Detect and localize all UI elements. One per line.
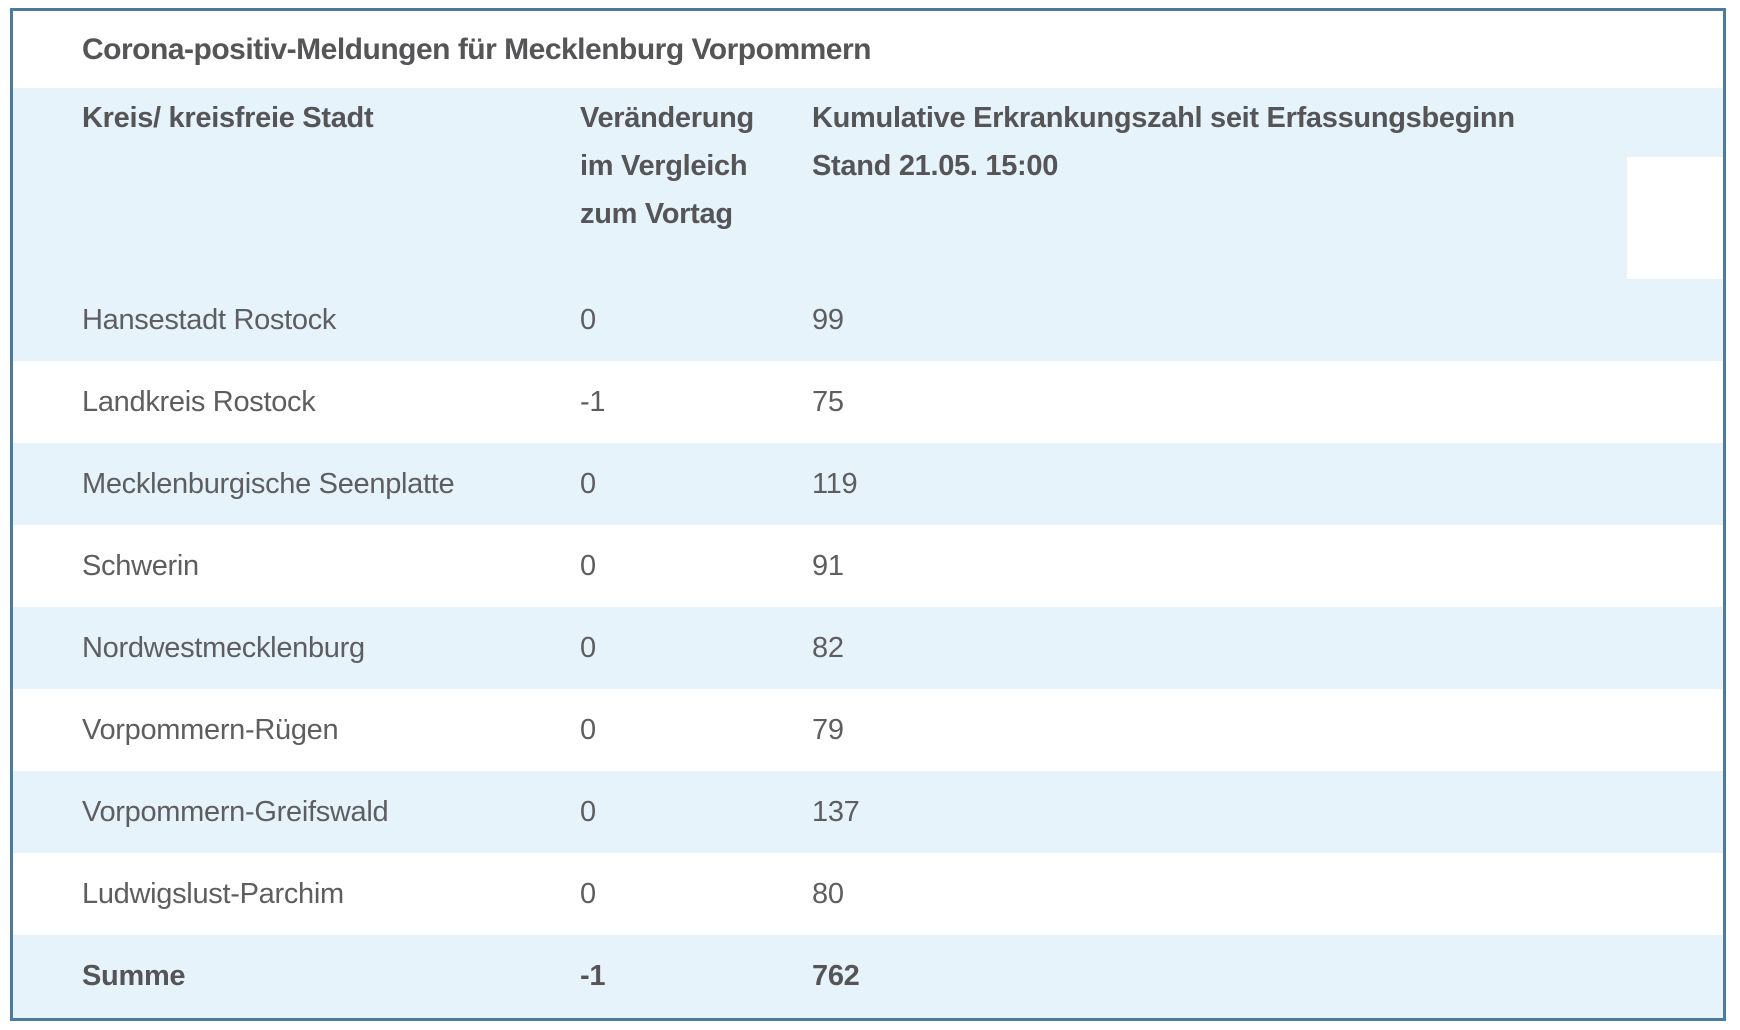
column-header-kreis: Kreis/ kreisfreie Stadt: [82, 102, 374, 134]
header-white-notch: [1627, 157, 1723, 279]
change-cell: 0: [580, 303, 596, 336]
change-cell: 0: [580, 877, 596, 910]
summary-total-cell: 762: [812, 960, 860, 992]
kreis-cell: Mecklenburgische Seenplatte: [82, 467, 455, 500]
table-row: Mecklenburgische Seenplatte 0 119: [13, 443, 1723, 525]
kreis-cell: Landkreis Rostock: [82, 385, 316, 418]
total-cell: 82: [812, 631, 844, 664]
summary-label-cell: Summe: [82, 960, 186, 992]
kreis-cell: Ludwigslust-Parchim: [82, 877, 344, 910]
kreis-cell: Vorpommern-Greifswald: [82, 795, 389, 828]
change-cell: -1: [580, 385, 606, 418]
total-cell: 99: [812, 303, 844, 336]
total-cell: 91: [812, 549, 844, 582]
column-header-kumulativ: Kumulative Erkrankungszahl seit Erfassun…: [812, 94, 1723, 279]
corona-data-table: Corona-positiv-Meldungen für Mecklenburg…: [10, 8, 1726, 1021]
table-row: Nordwestmecklenburg 0 82: [13, 607, 1723, 689]
change-cell: 0: [580, 467, 596, 500]
table-row: Hansestadt Rostock 0 99: [13, 279, 1723, 361]
total-cell: 137: [812, 795, 860, 828]
column-header-veraenderung: Veränderung im Vergleich zum Vortag: [580, 102, 754, 230]
change-cell: 0: [580, 795, 596, 828]
total-cell: 75: [812, 385, 844, 418]
total-cell: 119: [812, 467, 858, 500]
column-header-kumulativ-line2: Stand 21.05. 15:00: [812, 150, 1059, 182]
kreis-cell: Vorpommern-Rügen: [82, 713, 339, 746]
table-row: Vorpommern-Greifswald 0 137: [13, 771, 1723, 853]
table-title: Corona-positiv-Meldungen für Mecklenburg…: [82, 32, 871, 66]
kreis-cell: Schwerin: [82, 549, 199, 582]
table-summary-row: Summe -1 762: [13, 935, 1723, 1018]
summary-change-cell: -1: [580, 960, 606, 992]
kreis-cell: Hansestadt Rostock: [82, 303, 337, 336]
kreis-cell: Nordwestmecklenburg: [82, 631, 365, 664]
table-header-row: Kreis/ kreisfreie Stadt Veränderung im V…: [13, 88, 1723, 279]
change-cell: 0: [580, 713, 596, 746]
change-cell: 0: [580, 631, 596, 664]
column-header-kumulativ-line1: Kumulative Erkrankungszahl seit Erfassun…: [812, 102, 1515, 134]
table-row: Landkreis Rostock -1 75: [13, 361, 1723, 443]
table-row: Schwerin 0 91: [13, 525, 1723, 607]
table-row: Ludwigslust-Parchim 0 80: [13, 853, 1723, 935]
table-row: Vorpommern-Rügen 0 79: [13, 689, 1723, 771]
table-title-row: Corona-positiv-Meldungen für Mecklenburg…: [13, 11, 1723, 88]
total-cell: 80: [812, 877, 844, 910]
total-cell: 79: [812, 713, 844, 746]
change-cell: 0: [580, 549, 596, 582]
